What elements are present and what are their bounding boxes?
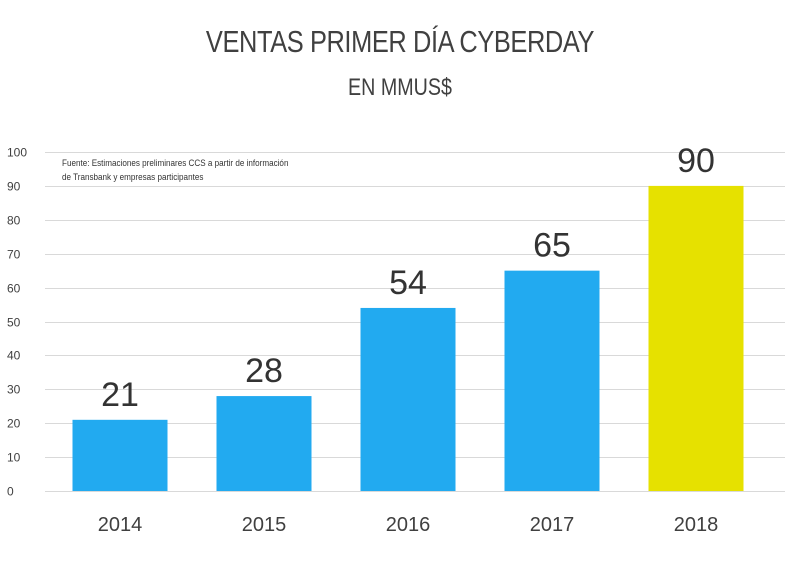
y-tick-label: 70 [7, 248, 21, 262]
bar [504, 270, 600, 491]
y-tick-label: 0 [7, 485, 14, 499]
x-axis-categories: 2014 2015 2016 2017 2018 [98, 514, 719, 536]
data-label: 21 [101, 376, 139, 414]
bar [648, 185, 744, 491]
y-tick-label: 80 [7, 214, 21, 228]
bars-layer [72, 185, 744, 491]
y-tick-label: 10 [7, 451, 21, 465]
data-label: 65 [533, 227, 571, 265]
x-category-label: 2017 [530, 514, 575, 536]
x-category-label: 2016 [386, 514, 431, 536]
bar [360, 307, 456, 491]
x-category-label: 2014 [98, 514, 143, 536]
chart-subtitle: EN MMUS$ [348, 74, 452, 101]
y-tick-label: 60 [7, 282, 21, 296]
data-label: 28 [245, 352, 283, 390]
y-tick-label: 40 [7, 349, 21, 363]
bar [216, 396, 312, 491]
source-note: Fuente: Estimaciones preliminares CCS a … [62, 158, 289, 182]
y-tick-label: 50 [7, 316, 21, 330]
data-label: 54 [389, 264, 427, 302]
y-tick-label: 20 [7, 417, 21, 431]
y-tick-label: 30 [7, 383, 21, 397]
y-tick-label: 90 [7, 180, 21, 194]
x-category-label: 2015 [242, 514, 287, 536]
y-axis-ticks: 0 10 20 30 40 50 60 70 80 90 100 [7, 146, 27, 499]
y-tick-label: 100 [7, 146, 27, 160]
bar [72, 419, 168, 491]
data-label: 90 [677, 142, 715, 180]
x-category-label: 2018 [674, 514, 719, 536]
chart-title: VENTAS PRIMER DÍA CYBERDAY [205, 24, 595, 59]
data-labels-layer: 21 28 54 65 90 [101, 142, 715, 414]
